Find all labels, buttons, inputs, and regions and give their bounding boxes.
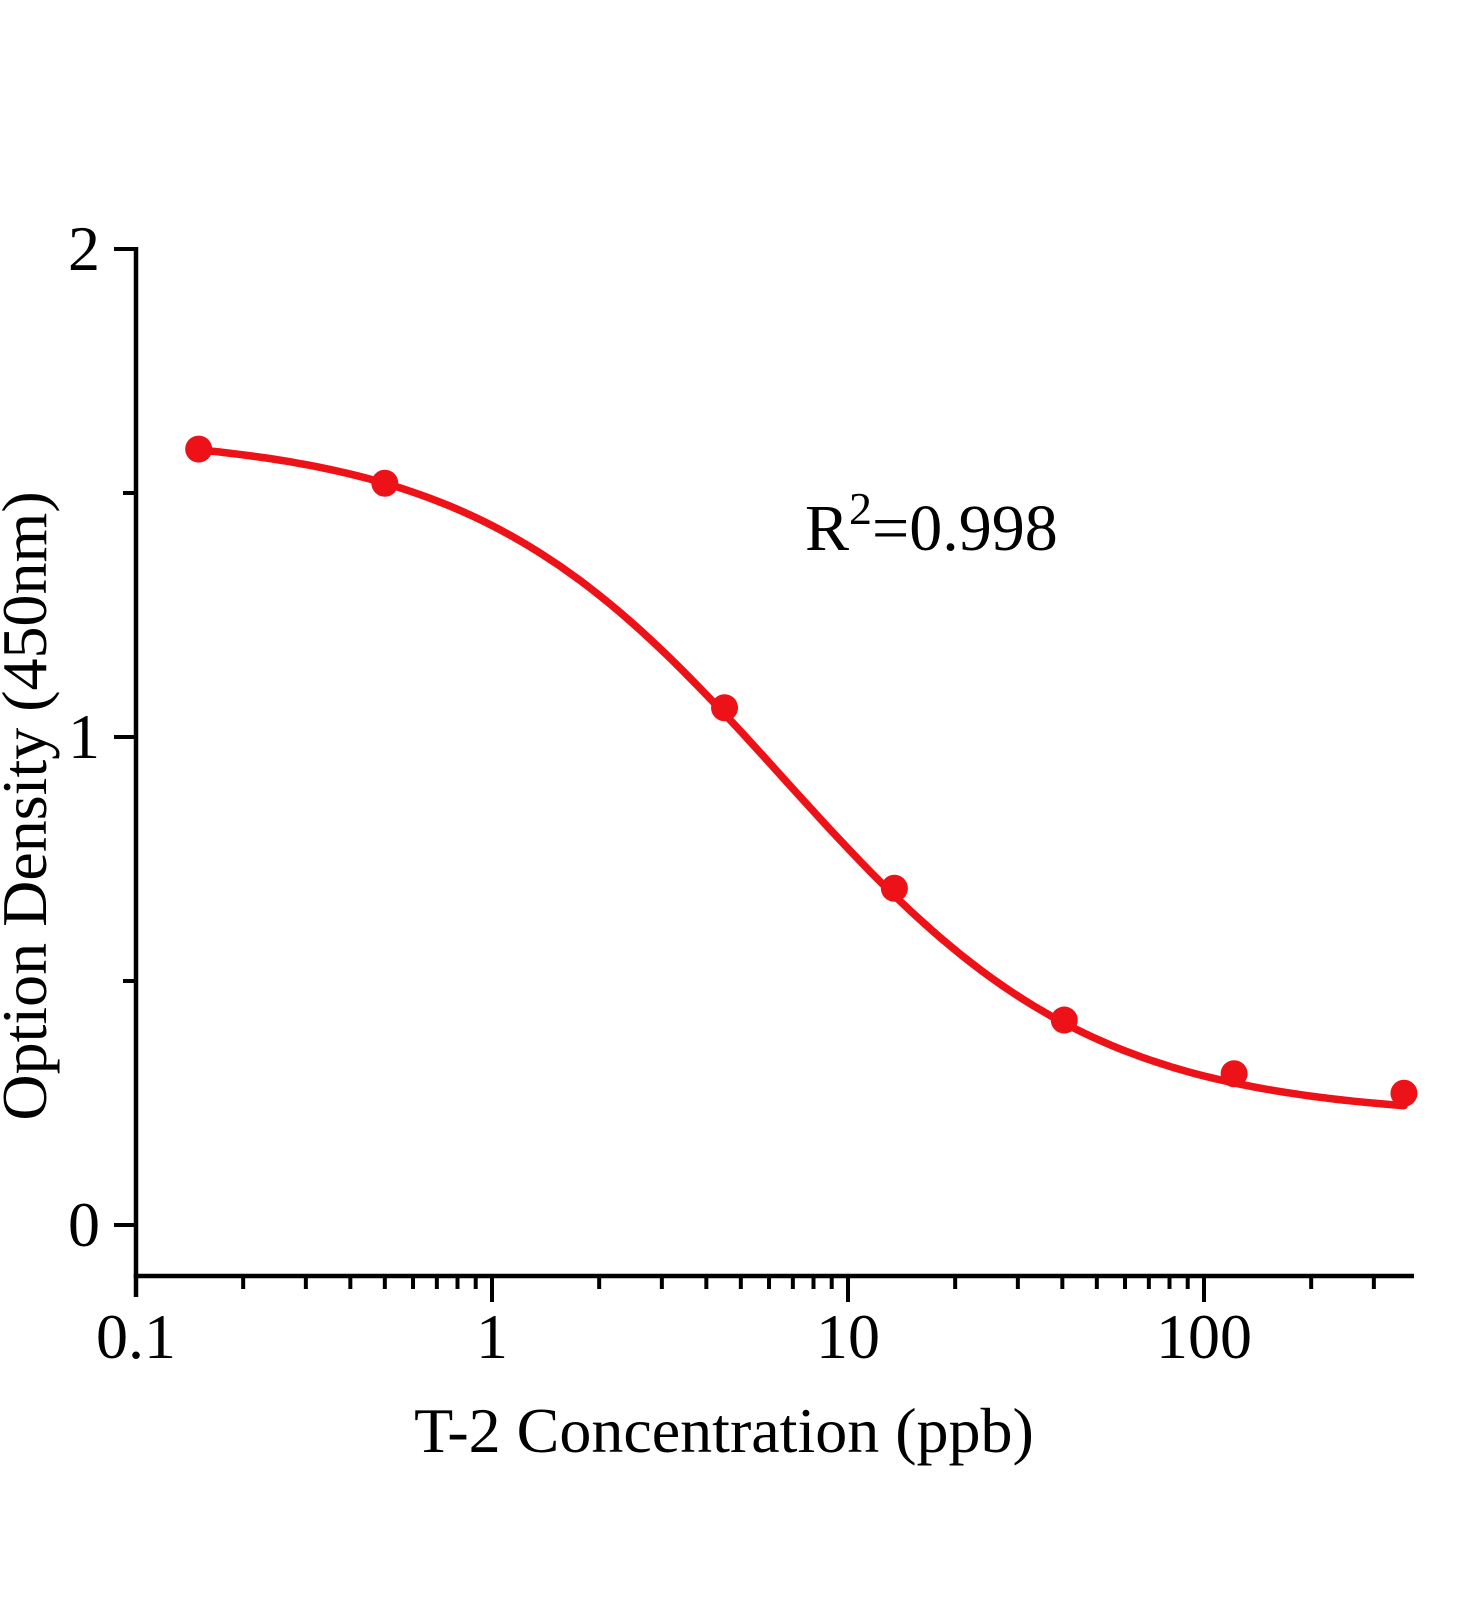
- r-squared-base: R: [805, 492, 849, 565]
- y-axis-title: Option Density (450nm): [0, 491, 60, 1120]
- data-point: [1050, 1006, 1078, 1034]
- x-tick-label: 10: [816, 1301, 880, 1372]
- y-tick-label: 1: [68, 701, 100, 772]
- data-point: [1390, 1079, 1418, 1107]
- y-tick-label: 0: [68, 1189, 100, 1260]
- data-point: [711, 694, 739, 722]
- x-tick-label: 0.1: [96, 1301, 176, 1372]
- x-axis-title: T-2 Concentration (ppb): [414, 1395, 1034, 1466]
- data-point: [880, 874, 908, 902]
- r-squared-value: =0.998: [872, 492, 1058, 565]
- r-squared-exponent: 2: [849, 483, 872, 534]
- fit-curve: [194, 446, 1408, 1110]
- data-point: [1220, 1060, 1248, 1088]
- y-tick-label: 2: [68, 213, 100, 284]
- r-squared-annotation: R2=0.998: [805, 483, 1058, 565]
- data-point: [371, 469, 399, 497]
- x-tick-label: 1: [476, 1301, 508, 1372]
- data-point: [185, 435, 213, 463]
- x-tick-label: 100: [1156, 1301, 1252, 1372]
